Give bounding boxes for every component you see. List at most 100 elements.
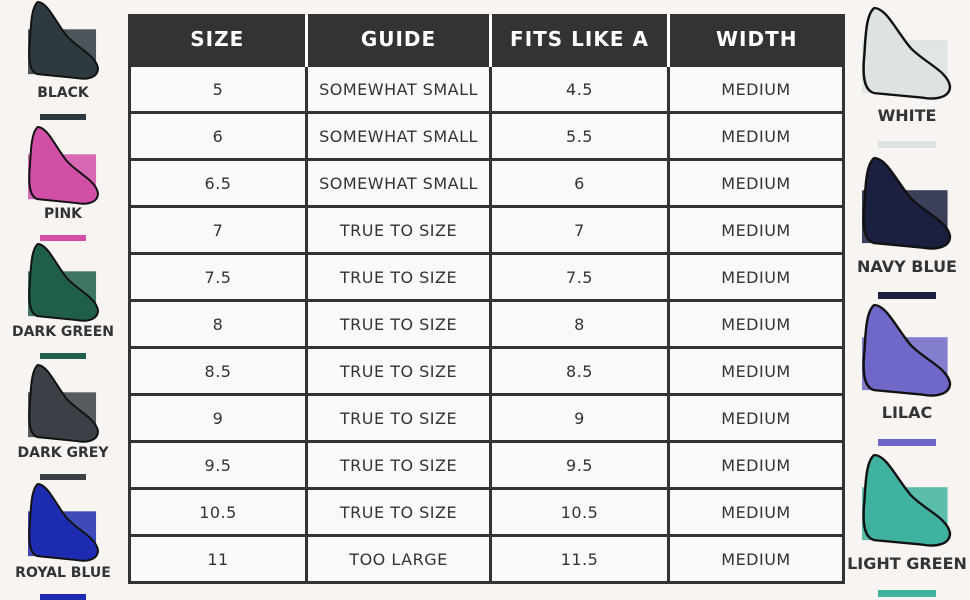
color-bar — [40, 594, 86, 600]
color-label: LILAC — [882, 403, 932, 422]
table-cell: 9.5 — [128, 440, 308, 490]
table-cell: 5.5 — [489, 111, 670, 161]
table-cell: TRUE TO SIZE — [305, 440, 492, 490]
table-cell: MEDIUM — [667, 158, 845, 208]
size-table: SIZE GUIDE FITS LIKE A WIDTH 5 SOMEWHAT SMAL… — [128, 14, 845, 584]
shoe-icon — [862, 303, 952, 397]
color-bar — [40, 353, 86, 359]
table-cell: MEDIUM — [667, 299, 845, 349]
table-row: 11 TOO LARGE 11.5 MEDIUM — [128, 534, 845, 584]
table-cell: 9 — [128, 393, 308, 443]
table-cell: MEDIUM — [667, 346, 845, 396]
table-row: 7.5 TRUE TO SIZE 7.5 MEDIUM — [128, 252, 845, 302]
color-label: NAVY BLUE — [857, 257, 957, 276]
color-bar — [878, 439, 936, 446]
table-cell: MEDIUM — [667, 393, 845, 443]
table-row: 6.5 SOMEWHAT SMALL 6 MEDIUM — [128, 158, 845, 208]
shoe-icon — [862, 156, 952, 250]
color-bar — [40, 235, 86, 241]
color-label: ROYAL BLUE — [15, 565, 111, 581]
table-cell: 7.5 — [489, 252, 670, 302]
shoe — [862, 6, 952, 100]
color-bar — [878, 141, 936, 148]
table-cell: MEDIUM — [667, 64, 845, 114]
shoe — [28, 1, 99, 80]
column-header: GUIDE — [305, 14, 492, 66]
column-header: SIZE — [129, 14, 308, 66]
shoe-icon — [28, 126, 99, 205]
table-cell: TRUE TO SIZE — [305, 393, 492, 443]
shoe-icon — [862, 6, 952, 100]
table-cell: MEDIUM — [667, 111, 845, 161]
table-row: 7 TRUE TO SIZE 7 MEDIUM — [128, 205, 845, 255]
table-cell: 10.5 — [489, 487, 670, 537]
column-header: FITS LIKE A — [489, 14, 670, 66]
table-cell: SOMEWHAT SMALL — [305, 111, 492, 161]
shoe-icon — [862, 453, 952, 547]
table-cell: 6.5 — [128, 158, 308, 208]
color-label: WHITE — [878, 106, 937, 125]
table-cell: MEDIUM — [667, 534, 845, 584]
shoe-icon — [28, 364, 99, 443]
table-row: 8.5 TRUE TO SIZE 8.5 MEDIUM — [128, 346, 845, 396]
column-header: WIDTH — [667, 14, 844, 66]
shoe — [862, 303, 952, 397]
color-label: DARK GREEN — [12, 324, 114, 340]
color-label: DARK GREY — [18, 445, 110, 461]
header-row: SIZE GUIDE FITS LIKE A WIDTH — [129, 14, 844, 66]
table-cell: 6 — [489, 158, 670, 208]
table-cell: 7.5 — [128, 252, 308, 302]
shoe — [28, 483, 99, 562]
table-row: 9.5 TRUE TO SIZE 9.5 MEDIUM — [128, 440, 845, 490]
table-cell: TRUE TO SIZE — [305, 346, 492, 396]
table-row: 6 SOMEWHAT SMALL 5.5 MEDIUM — [128, 111, 845, 161]
shoe-icon — [28, 483, 99, 562]
table-cell: 10.5 — [128, 487, 308, 537]
shoe-icon — [28, 243, 99, 322]
table-cell: TOO LARGE — [305, 534, 492, 584]
table-cell: 6 — [128, 111, 308, 161]
shoe — [862, 453, 952, 547]
table-cell: TRUE TO SIZE — [305, 299, 492, 349]
color-bar — [40, 114, 86, 120]
table-cell: 4.5 — [489, 64, 670, 114]
table-cell: 7 — [489, 205, 670, 255]
color-bar — [878, 590, 936, 597]
color-label: PINK — [44, 206, 83, 222]
shoe — [28, 126, 99, 205]
table-cell: TRUE TO SIZE — [305, 205, 492, 255]
table-cell: MEDIUM — [667, 252, 845, 302]
shoe — [28, 243, 99, 322]
shoe — [28, 364, 99, 443]
shoe — [862, 156, 952, 250]
table-cell: 8.5 — [489, 346, 670, 396]
shoe-icon — [28, 1, 99, 80]
color-bar — [878, 292, 936, 299]
table-row: 9 TRUE TO SIZE 9 MEDIUM — [128, 393, 845, 443]
table-cell: MEDIUM — [667, 487, 845, 537]
table-cell: SOMEWHAT SMALL — [305, 64, 492, 114]
table-body: 5 SOMEWHAT SMALL 4.5 MEDIUM 6 SOMEWHAT SMALL 5… — [128, 64, 845, 584]
color-label: BLACK — [37, 85, 90, 101]
table-cell: TRUE TO SIZE — [305, 487, 492, 537]
table-cell: MEDIUM — [667, 440, 845, 490]
table-cell: 8 — [489, 299, 670, 349]
table-row: 5 SOMEWHAT SMALL 4.5 MEDIUM — [128, 64, 845, 114]
table-cell: 11.5 — [489, 534, 670, 584]
table-cell: 9 — [489, 393, 670, 443]
table-cell: 7 — [128, 205, 308, 255]
table-row: 8 TRUE TO SIZE 8 MEDIUM — [128, 299, 845, 349]
table-cell: 11 — [128, 534, 308, 584]
color-label: LIGHT GREEN — [847, 554, 967, 573]
table-row: 10.5 TRUE TO SIZE 10.5 MEDIUM — [128, 487, 845, 537]
table-cell: SOMEWHAT SMALL — [305, 158, 492, 208]
table-cell: 5 — [128, 64, 308, 114]
table-cell: 8.5 — [128, 346, 308, 396]
table-cell: MEDIUM — [667, 205, 845, 255]
table-cell: 8 — [128, 299, 308, 349]
color-bar — [40, 474, 86, 480]
table-cell: TRUE TO SIZE — [305, 252, 492, 302]
table-cell: 9.5 — [489, 440, 670, 490]
